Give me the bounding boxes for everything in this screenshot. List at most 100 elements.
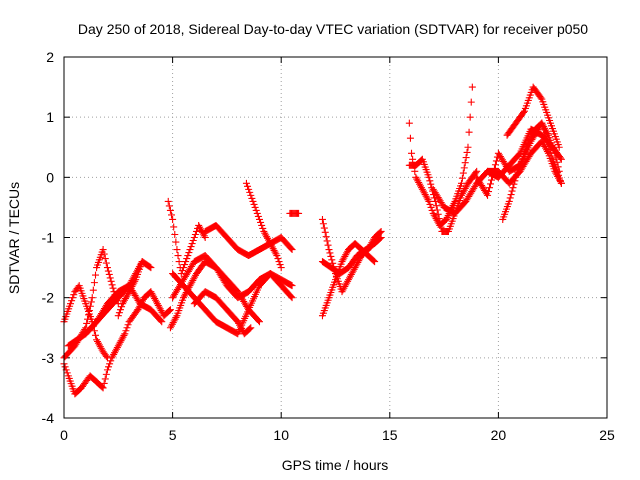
data-point [318, 215, 326, 223]
series-arc15 [190, 288, 255, 338]
data-point [109, 284, 117, 292]
data-point [192, 227, 200, 235]
data-point [63, 369, 71, 377]
y-axis-label: SDTVAR / TECUs [6, 182, 22, 294]
series-arc26 [473, 119, 565, 199]
data-point [287, 293, 295, 301]
data-point [67, 300, 75, 308]
data-point [99, 384, 107, 392]
data-point [295, 209, 303, 217]
data-point [511, 177, 519, 185]
data-point [433, 206, 441, 214]
data-point [252, 206, 260, 214]
data-point [201, 234, 209, 241]
data-point [490, 165, 498, 173]
data-point [510, 180, 518, 188]
data-point [326, 249, 334, 257]
data-point [89, 286, 97, 294]
data-point [544, 139, 552, 147]
data-point [506, 194, 514, 202]
y-tick-label: -4 [42, 410, 55, 426]
data-point [436, 219, 444, 227]
data-point [541, 129, 549, 137]
y-tick-label: 1 [46, 109, 54, 125]
data-point [91, 271, 99, 279]
data-point [437, 223, 445, 231]
data-point [157, 317, 165, 325]
data-point [434, 210, 442, 218]
data-point [507, 191, 515, 199]
data-point [186, 246, 194, 254]
data-point [244, 182, 252, 190]
x-tick-label: 10 [273, 427, 289, 443]
series-arc8 [114, 258, 146, 320]
data-point [249, 197, 257, 205]
data-point [552, 154, 560, 162]
data-point [188, 240, 196, 248]
data-point [408, 149, 416, 157]
data-point [85, 307, 93, 315]
data-point [185, 249, 193, 257]
data-point [69, 294, 77, 302]
data-point [458, 174, 466, 182]
data-point [182, 258, 190, 266]
data-point [248, 194, 256, 202]
data-point [103, 264, 111, 272]
data-point [123, 324, 131, 332]
data-point [171, 230, 179, 238]
data-point [253, 209, 261, 217]
data-point [245, 185, 253, 193]
series-arc1 [60, 360, 101, 398]
data-point [557, 179, 565, 187]
series-arc18 [318, 240, 379, 320]
data-point [288, 246, 296, 254]
y-tick-label: 0 [46, 169, 54, 185]
data-point [184, 252, 192, 260]
data-point [509, 184, 517, 192]
data-point [537, 94, 545, 102]
data-point [99, 246, 107, 254]
data-point [376, 234, 384, 242]
data-point [485, 188, 493, 196]
data-point [103, 354, 111, 362]
series-arc12 [169, 252, 296, 302]
data-point [508, 187, 516, 195]
data-point [121, 330, 129, 338]
data-point [102, 370, 110, 378]
data-point [539, 122, 547, 130]
data-point [457, 179, 465, 187]
series-arc21 [405, 155, 481, 235]
data-point [547, 149, 555, 157]
data-point [247, 324, 255, 332]
data-point [257, 218, 265, 226]
data-point [275, 258, 283, 266]
data-point [461, 159, 469, 167]
data-point [472, 169, 480, 177]
data-point [173, 246, 181, 254]
data-point [181, 261, 189, 269]
data-point [424, 196, 432, 204]
data-point [158, 318, 166, 326]
data-point [460, 164, 468, 172]
data-point [548, 152, 556, 160]
data-point [177, 270, 185, 278]
data-point [466, 113, 474, 121]
data-point [242, 179, 250, 187]
data-point [103, 366, 111, 374]
data-point [87, 298, 95, 306]
data-point [251, 203, 259, 211]
data-point [165, 202, 173, 210]
data-point [427, 180, 435, 188]
data-point [106, 360, 114, 368]
data-point [463, 148, 471, 156]
x-tick-label: 25 [599, 427, 615, 443]
plot-frame [63, 56, 608, 419]
data-point [91, 331, 99, 339]
data-point [189, 237, 197, 245]
data-point [85, 311, 93, 319]
series-arc2 [93, 306, 142, 392]
data-point [255, 318, 263, 326]
data-point [406, 134, 414, 142]
data-point [459, 169, 467, 177]
